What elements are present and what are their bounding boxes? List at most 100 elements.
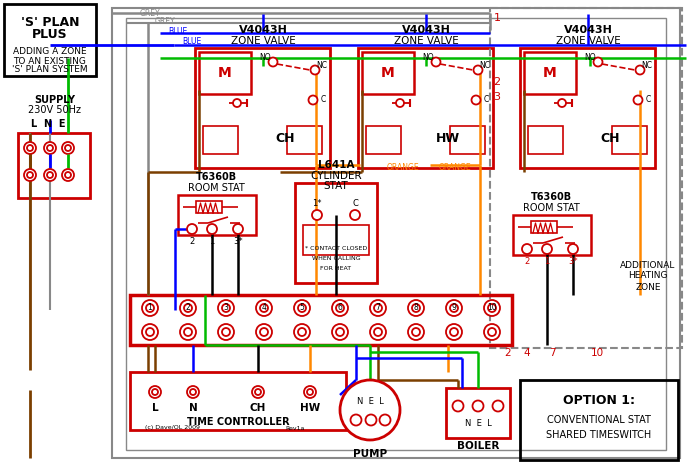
Bar xyxy=(531,221,557,233)
Circle shape xyxy=(256,300,272,316)
Circle shape xyxy=(453,401,464,411)
Bar xyxy=(130,295,512,345)
Circle shape xyxy=(374,328,382,336)
Circle shape xyxy=(149,386,161,398)
Text: N  E  L: N E L xyxy=(357,397,384,407)
Text: FOR HEAT: FOR HEAT xyxy=(320,265,352,271)
Text: CYLINDER: CYLINDER xyxy=(310,171,362,181)
Text: PLUS: PLUS xyxy=(32,29,68,42)
Bar xyxy=(203,126,238,154)
Circle shape xyxy=(233,224,243,234)
Circle shape xyxy=(312,210,322,220)
Circle shape xyxy=(268,58,277,66)
Text: T6360B: T6360B xyxy=(531,192,571,202)
Bar xyxy=(112,8,680,458)
Text: OPTION 1:: OPTION 1: xyxy=(563,394,635,407)
Text: ZONE VALVE: ZONE VALVE xyxy=(230,36,295,46)
Text: 2: 2 xyxy=(524,256,530,265)
Text: SHARED TIMESWITCH: SHARED TIMESWITCH xyxy=(546,430,651,440)
Bar xyxy=(362,52,414,94)
Circle shape xyxy=(542,244,552,254)
Text: SUPPLY: SUPPLY xyxy=(34,95,75,105)
Circle shape xyxy=(47,145,53,151)
Circle shape xyxy=(187,224,197,234)
Circle shape xyxy=(396,99,404,107)
Bar xyxy=(303,225,369,255)
Bar xyxy=(195,48,330,168)
Circle shape xyxy=(146,304,154,312)
Text: TO AN EXISTING: TO AN EXISTING xyxy=(14,57,86,66)
Bar xyxy=(520,48,655,168)
Circle shape xyxy=(307,389,313,395)
Bar xyxy=(126,18,666,450)
Text: ORANGE: ORANGE xyxy=(439,163,471,173)
Bar xyxy=(520,380,678,460)
Text: NC: NC xyxy=(480,61,491,71)
Circle shape xyxy=(218,300,234,316)
Circle shape xyxy=(412,304,420,312)
Circle shape xyxy=(558,99,566,107)
Text: C: C xyxy=(484,95,489,104)
Text: 230V 50Hz: 230V 50Hz xyxy=(28,105,81,115)
Text: 1*: 1* xyxy=(313,198,322,207)
Bar xyxy=(524,52,576,94)
Text: 4: 4 xyxy=(524,348,531,358)
Text: HW: HW xyxy=(300,403,320,413)
Circle shape xyxy=(256,324,272,340)
Text: L641A: L641A xyxy=(318,160,354,170)
Circle shape xyxy=(65,172,71,178)
Circle shape xyxy=(308,95,317,104)
Circle shape xyxy=(62,169,74,181)
Circle shape xyxy=(351,415,362,425)
Text: (c) Dave/OL 2009: (c) Dave/OL 2009 xyxy=(145,425,200,431)
Circle shape xyxy=(340,380,400,440)
Circle shape xyxy=(298,304,306,312)
Text: TIME CONTROLLER: TIME CONTROLLER xyxy=(187,417,289,427)
Circle shape xyxy=(222,304,230,312)
Bar xyxy=(4,4,96,76)
Text: 'S' PLAN SYSTEM: 'S' PLAN SYSTEM xyxy=(12,66,88,74)
Circle shape xyxy=(65,145,71,151)
Text: M: M xyxy=(543,66,557,80)
Circle shape xyxy=(484,324,500,340)
Circle shape xyxy=(310,66,319,74)
Bar xyxy=(358,48,493,168)
Circle shape xyxy=(522,244,532,254)
Circle shape xyxy=(142,300,158,316)
Bar xyxy=(287,126,322,154)
Text: 8: 8 xyxy=(413,304,418,313)
Circle shape xyxy=(27,172,33,178)
Circle shape xyxy=(44,169,56,181)
Text: CH: CH xyxy=(250,403,266,413)
Text: ZONE VALVE: ZONE VALVE xyxy=(555,36,620,46)
Circle shape xyxy=(304,386,316,398)
Circle shape xyxy=(473,66,482,74)
Circle shape xyxy=(146,328,154,336)
Circle shape xyxy=(252,386,264,398)
Text: C: C xyxy=(645,95,651,104)
Circle shape xyxy=(180,300,196,316)
Circle shape xyxy=(27,145,33,151)
Text: 3: 3 xyxy=(224,304,228,313)
Text: ROOM STAT: ROOM STAT xyxy=(522,203,580,213)
Text: NO: NO xyxy=(422,53,434,63)
Text: CH: CH xyxy=(275,132,295,145)
Text: 7: 7 xyxy=(375,304,380,313)
Circle shape xyxy=(408,324,424,340)
Text: L: L xyxy=(152,403,158,413)
Circle shape xyxy=(473,401,484,411)
Circle shape xyxy=(370,300,386,316)
Text: V4043H: V4043H xyxy=(564,25,613,35)
Circle shape xyxy=(184,304,192,312)
Circle shape xyxy=(635,66,644,74)
Text: * CONTACT CLOSED: * CONTACT CLOSED xyxy=(305,246,367,250)
Circle shape xyxy=(294,300,310,316)
Text: Rev1a: Rev1a xyxy=(285,425,305,431)
Text: ADDITIONAL: ADDITIONAL xyxy=(620,261,676,270)
Bar xyxy=(450,126,485,154)
Bar xyxy=(612,126,647,154)
Text: NC: NC xyxy=(642,61,653,71)
Text: 2: 2 xyxy=(493,77,500,87)
Circle shape xyxy=(568,244,578,254)
Circle shape xyxy=(222,328,230,336)
